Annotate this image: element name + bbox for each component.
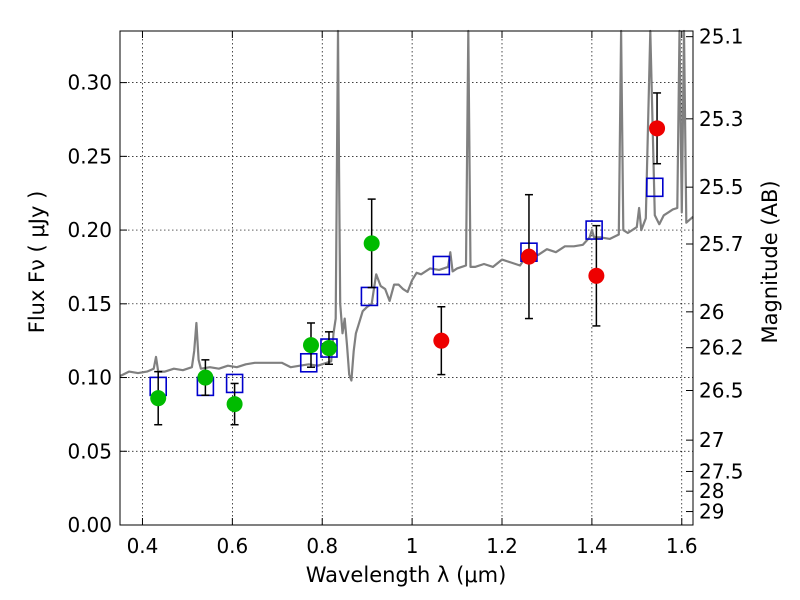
axis-ticks: 0.4 0.6 0.8 1 1.2 1.4 1.6 0.00 0.05 0.10 0.15 0.20 0… xyxy=(67,25,743,558)
x-tick-label: 1.2 xyxy=(486,534,518,558)
mag-tick-label: 25.7 xyxy=(699,232,744,256)
y-tick-label: 0.00 xyxy=(67,513,112,537)
model-square-marker xyxy=(432,255,451,276)
x-tick-label: 0.8 xyxy=(306,534,338,558)
mag-tick-label: 26 xyxy=(699,300,724,324)
observed-point xyxy=(150,390,167,407)
mag-tick-label: 27.5 xyxy=(699,459,744,483)
model-square-marker xyxy=(645,177,664,198)
mag-tick-label: 29 xyxy=(699,500,724,524)
plot-frame xyxy=(119,30,694,526)
observed-point xyxy=(649,120,666,137)
model-square-marker xyxy=(585,220,603,240)
x-tick-label: 1.6 xyxy=(666,534,698,558)
x-tick-label: 1.4 xyxy=(576,534,608,558)
y-tick-label: 0.25 xyxy=(67,144,112,168)
marker-layer xyxy=(149,92,666,426)
spectrum-layer xyxy=(119,29,694,382)
x-axis-title: Wavelength λ (μm) xyxy=(306,563,507,587)
observed-point xyxy=(197,369,214,386)
x-tick-label: 1 xyxy=(406,534,419,558)
observed-point xyxy=(303,337,319,354)
observed-point xyxy=(363,235,380,252)
y-tick-label: 0.10 xyxy=(67,366,112,390)
y2-axis-title: Magnitude (AB) xyxy=(758,180,782,343)
spectrum-line xyxy=(119,29,694,382)
y-tick-label: 0.20 xyxy=(67,218,112,242)
model-square-marker xyxy=(299,352,318,373)
grid xyxy=(120,31,693,525)
y-tick-label: 0.30 xyxy=(67,71,112,95)
y-tick-label: 0.15 xyxy=(67,292,112,316)
x-tick-label: 0.6 xyxy=(216,534,248,558)
mag-tick-label: 28 xyxy=(699,479,724,503)
observed-point xyxy=(433,332,450,349)
observed-point xyxy=(320,340,337,357)
y-tick-label: 0.05 xyxy=(67,439,112,463)
mag-tick-label: 25.3 xyxy=(699,107,744,131)
observed-point xyxy=(588,267,605,284)
observed-point xyxy=(520,248,537,265)
mag-tick-label: 27 xyxy=(699,428,724,452)
mag-tick-label: 25.5 xyxy=(699,175,744,199)
mag-tick-label: 25.1 xyxy=(699,25,744,49)
y-axis-title: Flux Fν ( μJy ) xyxy=(25,191,49,334)
mag-tick-label: 26.5 xyxy=(699,379,744,403)
observed-point xyxy=(226,396,243,413)
x-tick-label: 0.4 xyxy=(127,534,159,558)
mag-tick-label: 26.2 xyxy=(699,336,744,360)
